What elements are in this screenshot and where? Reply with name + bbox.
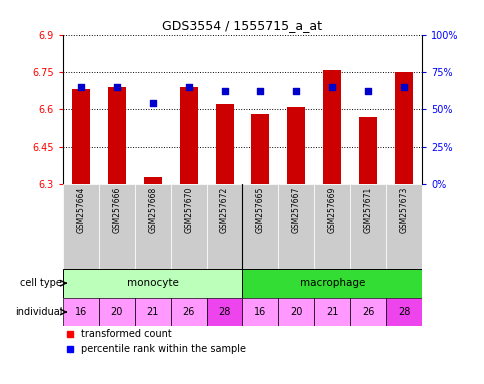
- Bar: [179, 87, 197, 184]
- Bar: [358, 117, 376, 184]
- Bar: [72, 89, 90, 184]
- Bar: [278, 298, 314, 326]
- Text: GSM257669: GSM257669: [327, 187, 336, 233]
- Text: GSM257666: GSM257666: [112, 187, 121, 233]
- Text: 21: 21: [146, 307, 159, 317]
- Text: 26: 26: [182, 307, 195, 317]
- Text: GSM257667: GSM257667: [291, 187, 300, 233]
- Text: GSM257672: GSM257672: [220, 187, 228, 233]
- Point: [328, 84, 335, 90]
- Text: GSM257671: GSM257671: [363, 187, 372, 233]
- Bar: [242, 298, 278, 326]
- Bar: [206, 298, 242, 326]
- Text: 20: 20: [110, 307, 123, 317]
- Bar: [385, 298, 421, 326]
- Title: GDS3554 / 1555715_a_at: GDS3554 / 1555715_a_at: [162, 19, 322, 32]
- Point: [184, 84, 192, 90]
- Bar: [349, 184, 385, 269]
- Text: 16: 16: [75, 307, 87, 317]
- Bar: [215, 104, 233, 184]
- Bar: [63, 269, 242, 298]
- Point: [292, 88, 300, 94]
- Bar: [242, 269, 421, 298]
- Bar: [143, 177, 161, 184]
- Text: 20: 20: [289, 307, 302, 317]
- Bar: [107, 87, 125, 184]
- Bar: [314, 298, 349, 326]
- Bar: [170, 184, 206, 269]
- Text: macrophage: macrophage: [299, 278, 364, 288]
- Text: 28: 28: [218, 307, 230, 317]
- Text: GSM257670: GSM257670: [184, 187, 193, 233]
- Bar: [99, 298, 135, 326]
- Bar: [394, 72, 412, 184]
- Point: [77, 84, 85, 90]
- Text: percentile rank within the sample: percentile rank within the sample: [81, 344, 245, 354]
- Text: individual: individual: [15, 307, 62, 317]
- Bar: [322, 70, 340, 184]
- Bar: [206, 184, 242, 269]
- Bar: [251, 114, 269, 184]
- Bar: [349, 298, 385, 326]
- Text: transformed count: transformed count: [81, 329, 171, 339]
- Bar: [99, 184, 135, 269]
- Bar: [385, 184, 421, 269]
- Bar: [170, 298, 206, 326]
- Text: cell type: cell type: [20, 278, 62, 288]
- Text: 16: 16: [254, 307, 266, 317]
- Point: [149, 100, 156, 106]
- Point: [399, 84, 407, 90]
- Point: [363, 88, 371, 94]
- Bar: [135, 298, 170, 326]
- Text: 26: 26: [361, 307, 374, 317]
- Point: [113, 84, 121, 90]
- Bar: [63, 184, 99, 269]
- Text: 28: 28: [397, 307, 409, 317]
- Text: GSM257673: GSM257673: [399, 187, 408, 233]
- Text: GSM257668: GSM257668: [148, 187, 157, 233]
- Bar: [278, 184, 314, 269]
- Bar: [135, 184, 170, 269]
- Text: 21: 21: [325, 307, 338, 317]
- Point: [256, 88, 264, 94]
- Text: monocyte: monocyte: [127, 278, 178, 288]
- Point: [220, 88, 228, 94]
- Bar: [287, 107, 304, 184]
- Text: GSM257664: GSM257664: [76, 187, 85, 233]
- Text: GSM257665: GSM257665: [256, 187, 264, 233]
- Bar: [63, 298, 99, 326]
- Bar: [242, 184, 278, 269]
- Bar: [314, 184, 349, 269]
